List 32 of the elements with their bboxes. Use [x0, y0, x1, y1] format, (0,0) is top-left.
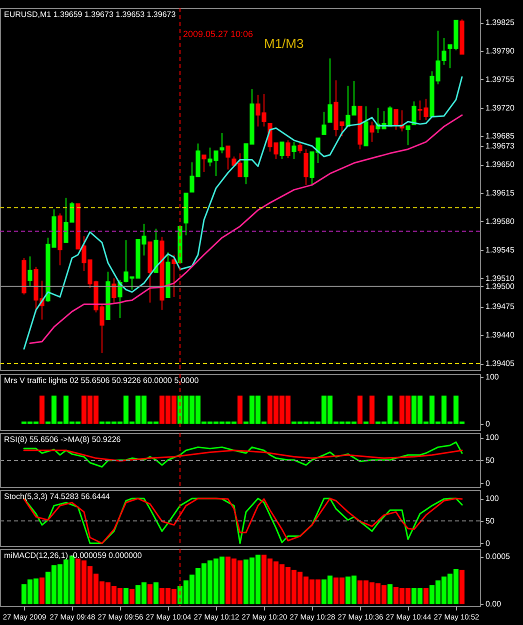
y-tick-label: 1.39685 [486, 132, 515, 141]
y-tick-label: 1.39790 [486, 46, 515, 56]
y-tick-label: 1.39475 [486, 302, 515, 312]
y-tick-label: 1.39755 [486, 74, 515, 84]
chart-title: RSI(8) 55.6506 ->MA(8) 50.9226 [4, 435, 122, 444]
y-tick-label: 0 [486, 419, 490, 428]
y-tick-label: 1.39673 [486, 141, 515, 150]
y-tick-label: 100 [486, 494, 500, 504]
y-tick-label: 0 [486, 478, 490, 488]
y-tick-label: 50 [486, 456, 495, 465]
y-tick-label: 1.39510 [486, 274, 515, 283]
y-tick-label: 50 [486, 516, 495, 526]
y-tick-label: 1.39650 [486, 160, 515, 170]
y-tick-label: 1.39440 [486, 330, 515, 340]
y-tick-label: 100 [486, 372, 500, 382]
chart-title: miMACD(12,26,1) -0.000059 0.000000 [4, 551, 142, 560]
chart-title: Mrs V traffic lights 02 55.6506 50.9226 60.0000 5.0000 [4, 376, 200, 385]
y-tick-label: 0.0005 [486, 552, 511, 562]
ref-line-label: 2009.05.27 10:06 [183, 29, 254, 39]
chart-title: EURUSD,M1 1.39659 1.39673 1.39653 1.39673 [4, 10, 176, 19]
y-tick-label: 1.39500 [486, 282, 515, 291]
y-tick-label: 1.39545 [486, 245, 515, 254]
y-tick-label: 1.39825 [486, 18, 515, 28]
y-tick-label: 100 [486, 433, 500, 442]
chart-title: Stoch(5,3,3) 74.5283 56.6444 [4, 492, 110, 501]
annotation: M1/M3 [264, 36, 304, 51]
y-tick-label: 1.39720 [486, 103, 515, 112]
y-tick-label: 1.39615 [486, 188, 515, 198]
y-tick-label: 1.39580 [486, 216, 515, 226]
y-tick-label: 1.39405 [486, 359, 515, 368]
y-tick-label: 0.00 [486, 600, 502, 609]
y-tick-label: 0 [486, 538, 490, 548]
